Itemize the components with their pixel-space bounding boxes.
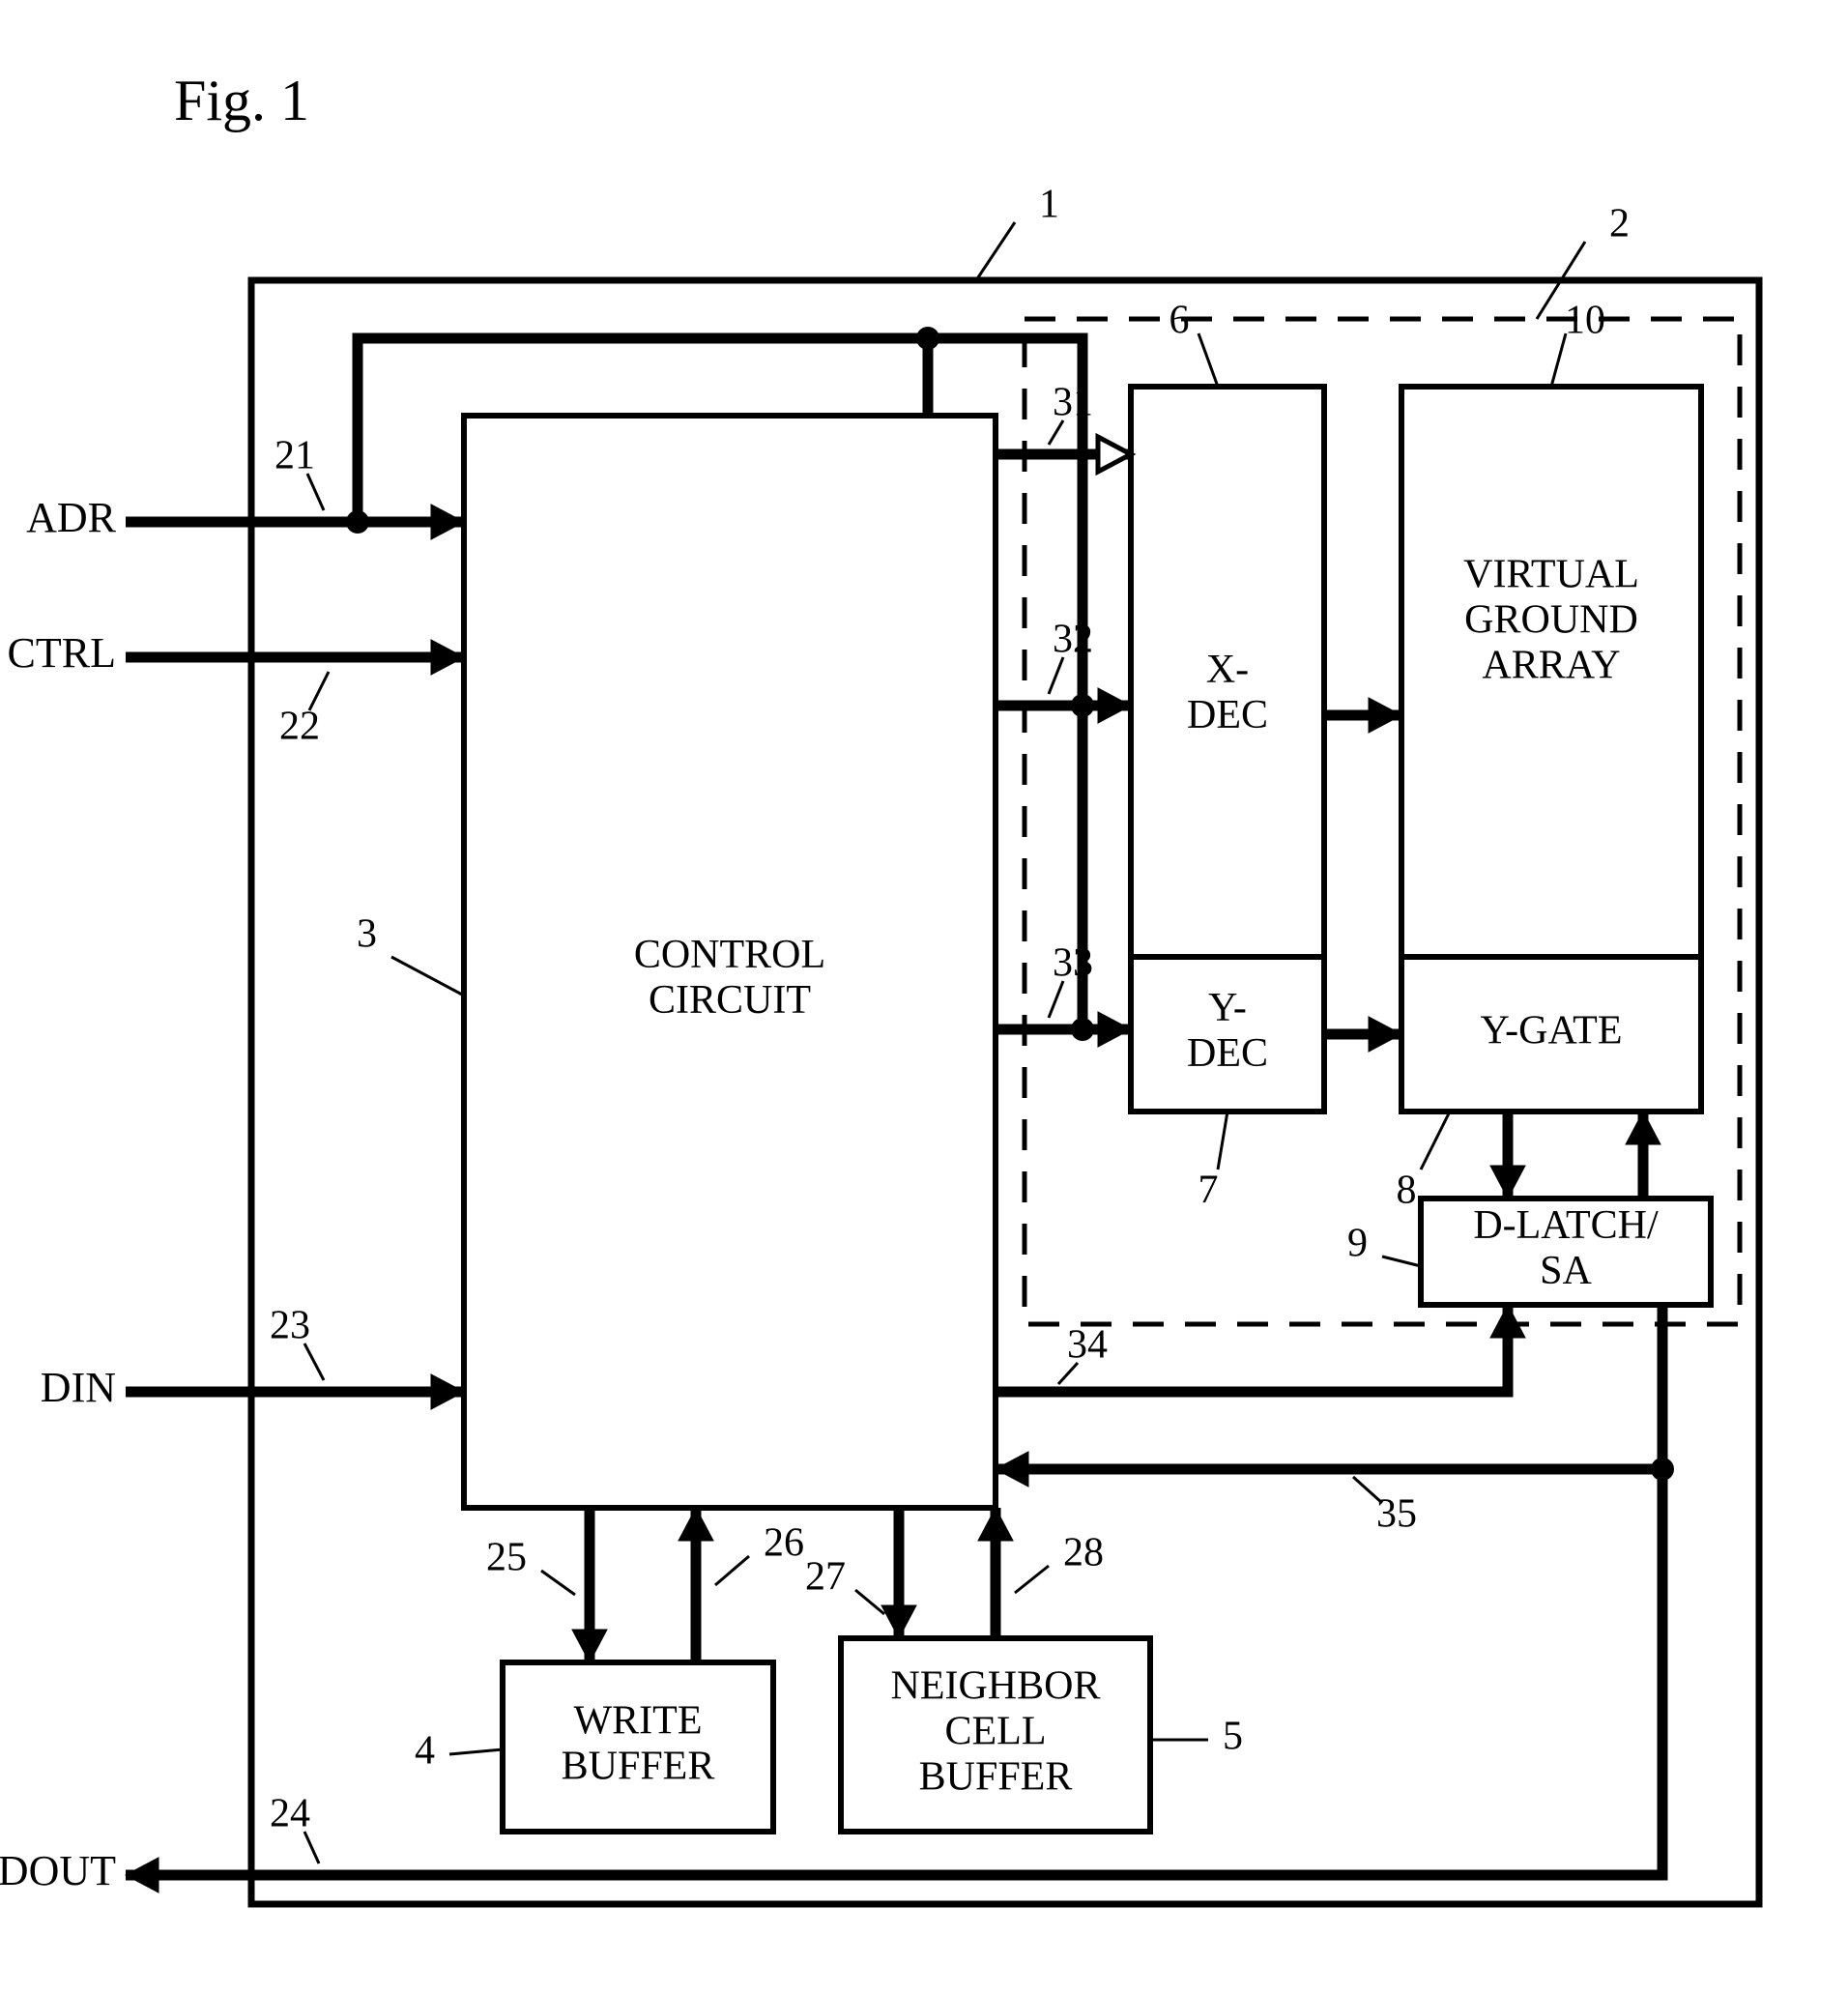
svg-text:4: 4: [415, 1729, 435, 1774]
svg-text:24: 24: [270, 1792, 310, 1836]
svg-text:21: 21: [274, 434, 315, 478]
svg-text:SA: SA: [1540, 1249, 1592, 1293]
svg-text:31: 31: [1053, 381, 1093, 425]
svg-text:9: 9: [1347, 1222, 1368, 1266]
svg-text:Y-: Y-: [1208, 986, 1247, 1030]
svg-text:28: 28: [1063, 1531, 1104, 1575]
svg-text:6: 6: [1169, 299, 1190, 343]
svg-text:ADR: ADR: [26, 494, 117, 541]
svg-text:33: 33: [1053, 941, 1093, 986]
svg-text:5: 5: [1223, 1715, 1243, 1759]
svg-text:GROUND: GROUND: [1464, 598, 1638, 643]
svg-text:Y-GATE: Y-GATE: [1481, 1009, 1623, 1054]
svg-text:CIRCUIT: CIRCUIT: [649, 978, 811, 1023]
svg-text:1: 1: [1039, 183, 1059, 227]
svg-text:25: 25: [486, 1536, 527, 1580]
svg-text:8: 8: [1397, 1169, 1417, 1213]
svg-text:BUFFER: BUFFER: [919, 1755, 1073, 1800]
svg-text:DOUT: DOUT: [0, 1847, 116, 1894]
svg-text:CELL: CELL: [945, 1710, 1047, 1754]
svg-text:CTRL: CTRL: [8, 629, 116, 677]
svg-text:34: 34: [1067, 1323, 1108, 1368]
svg-text:Fig. 1: Fig. 1: [174, 69, 309, 132]
svg-text:27: 27: [805, 1555, 846, 1600]
svg-text:BUFFER: BUFFER: [562, 1745, 715, 1789]
svg-text:DEC: DEC: [1187, 1031, 1268, 1076]
svg-text:D-LATCH/: D-LATCH/: [1473, 1203, 1659, 1248]
svg-text:VIRTUAL: VIRTUAL: [1463, 553, 1639, 597]
svg-text:DIN: DIN: [41, 1364, 116, 1411]
svg-text:X-: X-: [1206, 648, 1249, 692]
svg-text:ARRAY: ARRAY: [1482, 644, 1620, 688]
svg-text:32: 32: [1053, 618, 1093, 662]
svg-text:26: 26: [764, 1521, 804, 1566]
svg-text:WRITE: WRITE: [574, 1699, 703, 1744]
svg-text:23: 23: [270, 1304, 310, 1348]
svg-text:10: 10: [1565, 299, 1605, 343]
svg-text:DEC: DEC: [1187, 693, 1268, 737]
svg-text:35: 35: [1376, 1492, 1417, 1537]
svg-text:7: 7: [1198, 1169, 1219, 1213]
svg-text:NEIGHBOR: NEIGHBOR: [891, 1664, 1101, 1709]
svg-text:CONTROL: CONTROL: [634, 933, 825, 977]
svg-text:3: 3: [357, 912, 377, 957]
svg-text:2: 2: [1609, 202, 1630, 246]
svg-text:22: 22: [279, 705, 320, 749]
